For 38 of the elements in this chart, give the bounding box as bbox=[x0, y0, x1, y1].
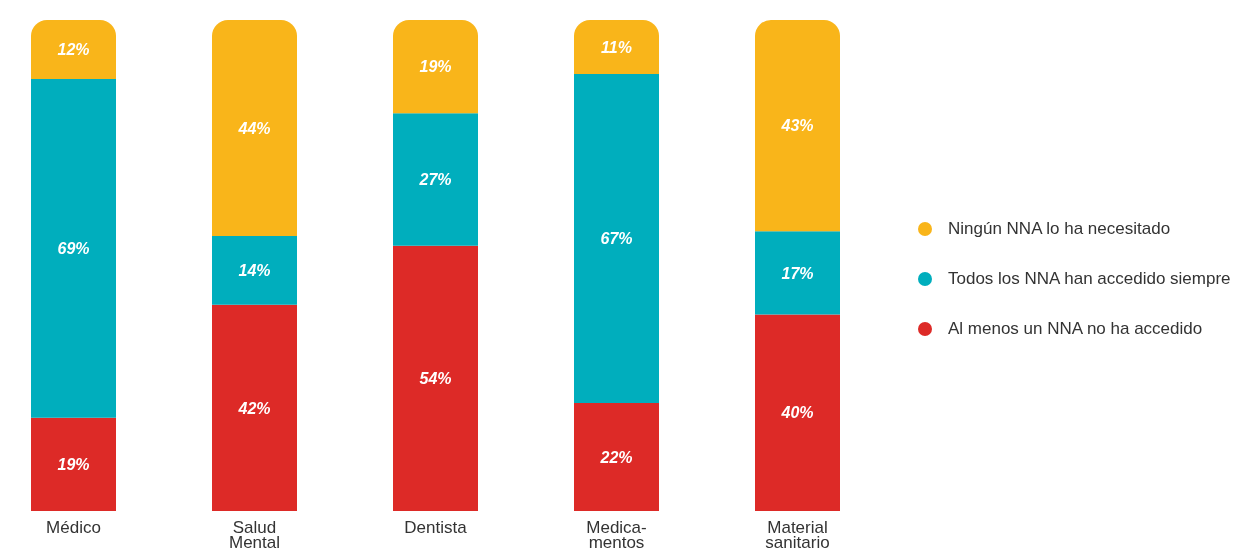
x-tick-label: Material sanitario bbox=[765, 518, 830, 551]
x-tick-label: Médico bbox=[46, 518, 101, 537]
bar bbox=[755, 314, 840, 511]
data-label: 22% bbox=[599, 448, 633, 466]
bar bbox=[755, 231, 840, 315]
bar bbox=[574, 402, 659, 511]
data-label: 44% bbox=[237, 119, 271, 137]
bar bbox=[393, 245, 478, 511]
x-tick-label: Salud Mental bbox=[228, 518, 281, 551]
bar bbox=[574, 20, 659, 75]
data-label: 14% bbox=[238, 262, 271, 280]
bar bbox=[212, 20, 297, 237]
data-label: 11% bbox=[601, 38, 632, 56]
bar bbox=[212, 236, 297, 305]
x-tick-label: Medica- mentos bbox=[586, 518, 647, 551]
x-tick-label: Dentista bbox=[404, 518, 468, 537]
data-label: 27% bbox=[418, 171, 452, 189]
legend-label: Todos los NNA han accedido siempre bbox=[948, 269, 1231, 289]
data-label: 67% bbox=[600, 230, 633, 248]
data-label: 54% bbox=[419, 370, 452, 388]
data-label: 42% bbox=[237, 399, 271, 417]
data-label: 17% bbox=[781, 264, 814, 282]
bar bbox=[31, 78, 116, 418]
bar bbox=[574, 74, 659, 403]
bar bbox=[212, 304, 297, 511]
data-label: 12% bbox=[57, 41, 90, 59]
data-label: 43% bbox=[780, 117, 814, 135]
data-label: 40% bbox=[780, 404, 814, 422]
bar bbox=[31, 20, 116, 79]
bar bbox=[393, 20, 478, 114]
legend-label: Ningún NNA lo ha necesitado bbox=[948, 219, 1171, 239]
data-label: 19% bbox=[419, 58, 452, 76]
data-label: 19% bbox=[57, 456, 90, 474]
bar bbox=[31, 417, 116, 511]
bar bbox=[393, 113, 478, 246]
data-label: 69% bbox=[57, 239, 90, 257]
bar bbox=[755, 20, 840, 232]
legend-label: Al menos un NNA no ha accedido bbox=[948, 319, 1203, 339]
